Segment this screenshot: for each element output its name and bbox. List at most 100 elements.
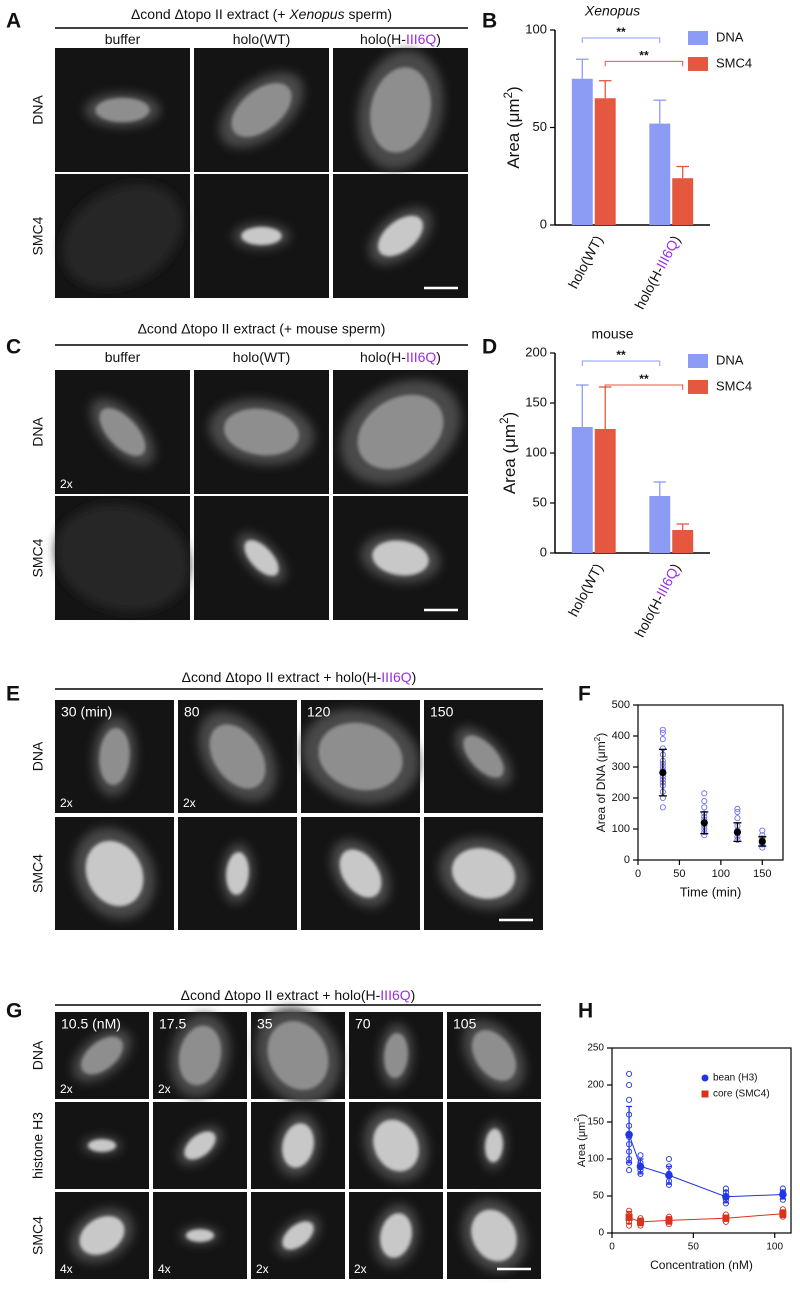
- x-tick-label-part: ): [667, 561, 683, 573]
- legend-swatch: [688, 380, 708, 394]
- chromatin: [372, 540, 429, 576]
- panel-title: Δcond Δtopo II extract + holo(H-III6Q): [181, 987, 416, 1003]
- significance-bracket: [581, 37, 661, 43]
- data-point: [701, 798, 708, 805]
- bar: [571, 427, 593, 553]
- chromatin: [318, 722, 403, 791]
- y-axis-label-part: ): [576, 1114, 588, 1118]
- mean-marker: [625, 1130, 633, 1139]
- micrograph: [349, 1012, 443, 1099]
- significance-label: **: [639, 49, 649, 63]
- bar: [649, 496, 671, 553]
- panel-title: Δcond Δtopo II extract (+ mouse sperm): [138, 321, 386, 337]
- y-tick-label: 200: [587, 1080, 604, 1091]
- micrograph: [194, 496, 329, 620]
- row-label: DNA: [30, 95, 46, 125]
- column-label-part: ): [436, 31, 441, 47]
- data-point: [637, 1152, 644, 1159]
- chromatin: [373, 1119, 419, 1172]
- column-label-part: holo(WT): [233, 31, 291, 47]
- y-axis-label-part: ): [504, 86, 523, 92]
- mean-marker: [779, 1210, 787, 1218]
- chromatin: [223, 408, 300, 456]
- micrograph: [251, 1102, 345, 1189]
- panel-letter: D: [482, 336, 497, 359]
- data-point: [659, 726, 666, 733]
- column-label: holo(WT): [233, 31, 291, 47]
- column-label: holo(H-III6Q): [360, 349, 441, 365]
- data-point: [734, 805, 741, 812]
- x-axis-label: Time (min): [680, 884, 742, 899]
- panel-letter: H: [578, 1000, 593, 1023]
- micrograph: [333, 370, 468, 494]
- bar: [594, 429, 616, 553]
- y-tick-label: 0: [624, 854, 630, 866]
- mean-marker: [722, 1192, 730, 1201]
- legend-swatch: [688, 57, 708, 71]
- legend-swatch: [688, 354, 708, 368]
- y-axis-label: Area of DNA (μm2): [593, 733, 609, 832]
- micrograph: [424, 817, 543, 930]
- y-axis-label-part: Area (μm: [504, 98, 523, 168]
- micrograph: [447, 1192, 541, 1279]
- micrograph: [55, 1012, 149, 1099]
- micrograph: [333, 174, 468, 298]
- micrograph: [333, 496, 468, 620]
- panel-title-part: III6Q: [380, 987, 410, 1003]
- micrograph: [447, 1102, 541, 1189]
- x-axis-label: Concentration (nM): [650, 1258, 753, 1272]
- y-tick-label: 50: [533, 494, 547, 509]
- column-label-part: holo(H-: [360, 31, 406, 47]
- data-point: [626, 1081, 633, 1089]
- zoom-label: 2x: [158, 1082, 171, 1096]
- y-axis-label-part: 2: [499, 418, 511, 424]
- chromatin: [209, 724, 266, 789]
- x-tick-label: 150: [753, 868, 771, 880]
- y-tick-label: 100: [612, 823, 630, 835]
- column-label: holo(WT): [233, 349, 291, 365]
- y-tick-label: 250: [587, 1043, 604, 1054]
- panel-letter: B: [482, 10, 497, 33]
- column-label-part: III6Q: [406, 31, 436, 47]
- bar: [672, 178, 694, 225]
- row-label: SMC4: [30, 1216, 46, 1255]
- panel-letter: F: [578, 683, 591, 706]
- y-axis-label-part: Area of DNA (μm: [594, 741, 608, 832]
- micrograph: [55, 817, 174, 930]
- mean-marker: [722, 1214, 730, 1222]
- column-label: holo(H-III6Q): [360, 31, 441, 47]
- chromatin: [185, 1229, 215, 1242]
- chromatin-glow: [62, 183, 183, 289]
- series-line: [628, 1134, 783, 1198]
- y-axis-label-part: 2: [593, 736, 602, 741]
- legend-label: SMC4: [716, 378, 752, 393]
- panel-title-part: ): [412, 669, 417, 685]
- column-label-part: holo(WT): [233, 349, 291, 365]
- chromatin: [471, 1030, 517, 1081]
- mean-marker: [779, 1190, 787, 1199]
- micrograph: [55, 1102, 149, 1189]
- chromatin: [178, 1025, 222, 1086]
- chromatin: [99, 408, 146, 456]
- zoom-label: 2x: [256, 1262, 269, 1276]
- row-label: SMC4: [30, 854, 46, 893]
- micrograph: [424, 700, 543, 813]
- column-label-part: ): [436, 349, 441, 365]
- significance-bracket: [604, 60, 684, 67]
- micrograph: [301, 700, 420, 813]
- mean-point: [733, 828, 742, 836]
- micrograph: [178, 700, 297, 813]
- chromatin: [383, 1032, 409, 1079]
- legend-label: DNA: [716, 352, 744, 367]
- chromatin: [377, 215, 424, 257]
- x-tick-label: 0: [609, 1242, 615, 1253]
- micrograph: [178, 817, 297, 930]
- column-label: buffer: [105, 31, 141, 47]
- x-tick-label: 0: [635, 868, 641, 880]
- micrograph: [251, 1007, 345, 1104]
- mean-marker: [625, 1213, 633, 1221]
- chromatin: [380, 1213, 412, 1258]
- x-tick-label: holo(H-III6Q): [631, 561, 683, 640]
- x-tick-label-part: holo(WT): [565, 233, 606, 291]
- data-point: [701, 790, 708, 797]
